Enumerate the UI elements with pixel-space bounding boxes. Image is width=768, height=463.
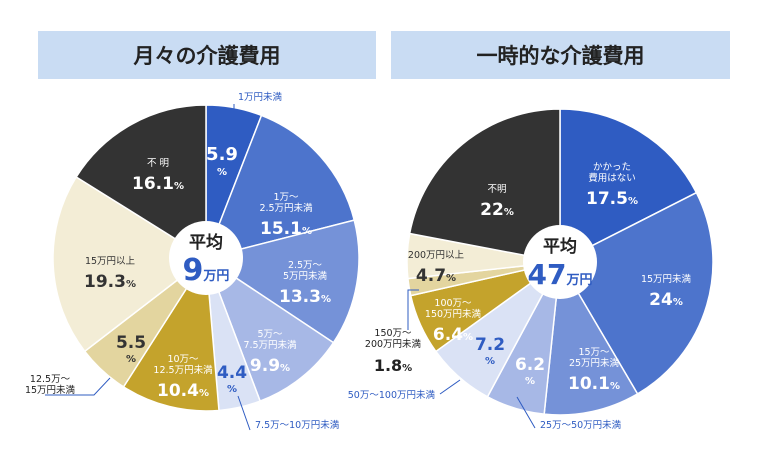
slice-label: 5万～ bbox=[257, 329, 283, 340]
callout-value: 1.8% bbox=[374, 356, 412, 375]
callout-label: 150万～ bbox=[374, 328, 412, 339]
slice-label: 15万～ bbox=[578, 347, 610, 358]
center-label: 平均 bbox=[189, 232, 223, 253]
pie-slice bbox=[559, 108, 698, 264]
callout-label: 12.5万～ bbox=[30, 374, 71, 385]
slice-label: 12.5万円未満 bbox=[153, 364, 213, 376]
pie-slice bbox=[52, 175, 208, 353]
pie-slice bbox=[204, 219, 360, 344]
slice-value: 10.4% bbox=[157, 381, 209, 401]
slice-label: 25万円未満 bbox=[569, 357, 620, 369]
slice-value: 13.3% bbox=[279, 287, 331, 307]
slice-percent: % bbox=[227, 384, 237, 395]
slice-value: 5.5 bbox=[116, 333, 146, 353]
monthly-chart-title: 月々の介護費用 bbox=[38, 31, 376, 79]
slice-label: 15万円未満 bbox=[641, 273, 692, 285]
pie-slice bbox=[204, 256, 335, 403]
callout-line bbox=[237, 395, 251, 431]
slice-value: 4.4 bbox=[217, 363, 247, 383]
slice-label: 費用はない bbox=[588, 172, 636, 184]
slice-value: 6.4% bbox=[433, 325, 473, 345]
onetime-chart-title: 一時的な介護費用 bbox=[391, 31, 730, 79]
slice-value: 9.9% bbox=[250, 356, 290, 376]
pie-slice bbox=[75, 104, 207, 260]
slice-value: 7.2 bbox=[475, 335, 505, 355]
slice-value: 4.7% bbox=[416, 266, 456, 286]
slice-value: 17.5% bbox=[586, 189, 638, 209]
slice-label: 不明 bbox=[487, 184, 506, 195]
slice-label: 2.5万～ bbox=[288, 260, 323, 271]
pie-center-hole bbox=[169, 221, 243, 295]
slice-value: 6.2 bbox=[515, 355, 545, 375]
center-value: 47万円 bbox=[528, 258, 593, 291]
pie-slice bbox=[122, 255, 220, 412]
slice-label: 15万円以上 bbox=[85, 256, 136, 267]
slice-label: 5万円未満 bbox=[283, 270, 328, 282]
callout-label: 200万円未満 bbox=[365, 338, 422, 350]
callout-label: 50万～100万円未満 bbox=[348, 389, 436, 401]
pie-slice bbox=[543, 259, 639, 416]
center-value: 9万円 bbox=[183, 253, 230, 288]
slice-label: 2.5万円未満 bbox=[259, 202, 313, 214]
center-label: 平均 bbox=[543, 236, 577, 257]
slice-value: 22% bbox=[480, 200, 514, 220]
slice-label: かかった bbox=[593, 162, 631, 173]
callout-label: 25万～50万円未満 bbox=[540, 419, 622, 431]
slice-label: 10万～ bbox=[167, 354, 199, 365]
slice-value: 10.1% bbox=[568, 374, 620, 394]
callout-line bbox=[516, 396, 536, 429]
slice-value: 16.1% bbox=[132, 174, 184, 194]
slice-value: 19.3% bbox=[84, 272, 136, 292]
callout-label: 15万円未満 bbox=[25, 384, 76, 396]
slice-label: 150万円未満 bbox=[425, 308, 482, 320]
slice-percent: % bbox=[126, 354, 136, 365]
pie-slice bbox=[408, 108, 561, 263]
slice-label: 不 明 bbox=[147, 158, 169, 169]
callout-line bbox=[439, 379, 461, 395]
slice-value: 24% bbox=[649, 290, 683, 310]
slice-label: 1万～ bbox=[273, 192, 299, 203]
callout-label: 7.5万～10万円未満 bbox=[255, 419, 340, 431]
callout-label: 1万円未満 bbox=[238, 91, 283, 103]
slice-percent: % bbox=[217, 167, 227, 178]
pie-center-hole bbox=[523, 225, 597, 299]
slice-label: 7.5万円未満 bbox=[243, 339, 297, 351]
pie-slice bbox=[204, 114, 356, 260]
slice-percent: % bbox=[525, 376, 535, 387]
slice-label: 100万～ bbox=[434, 298, 472, 309]
slice-label: 200万円以上 bbox=[408, 250, 465, 261]
pie-slice bbox=[558, 191, 714, 395]
slice-percent: % bbox=[485, 356, 495, 367]
slice-value: 5.9 bbox=[206, 144, 238, 165]
callout-line bbox=[45, 377, 111, 396]
slice-value: 15.1% bbox=[260, 219, 312, 239]
callout-line bbox=[407, 289, 419, 330]
